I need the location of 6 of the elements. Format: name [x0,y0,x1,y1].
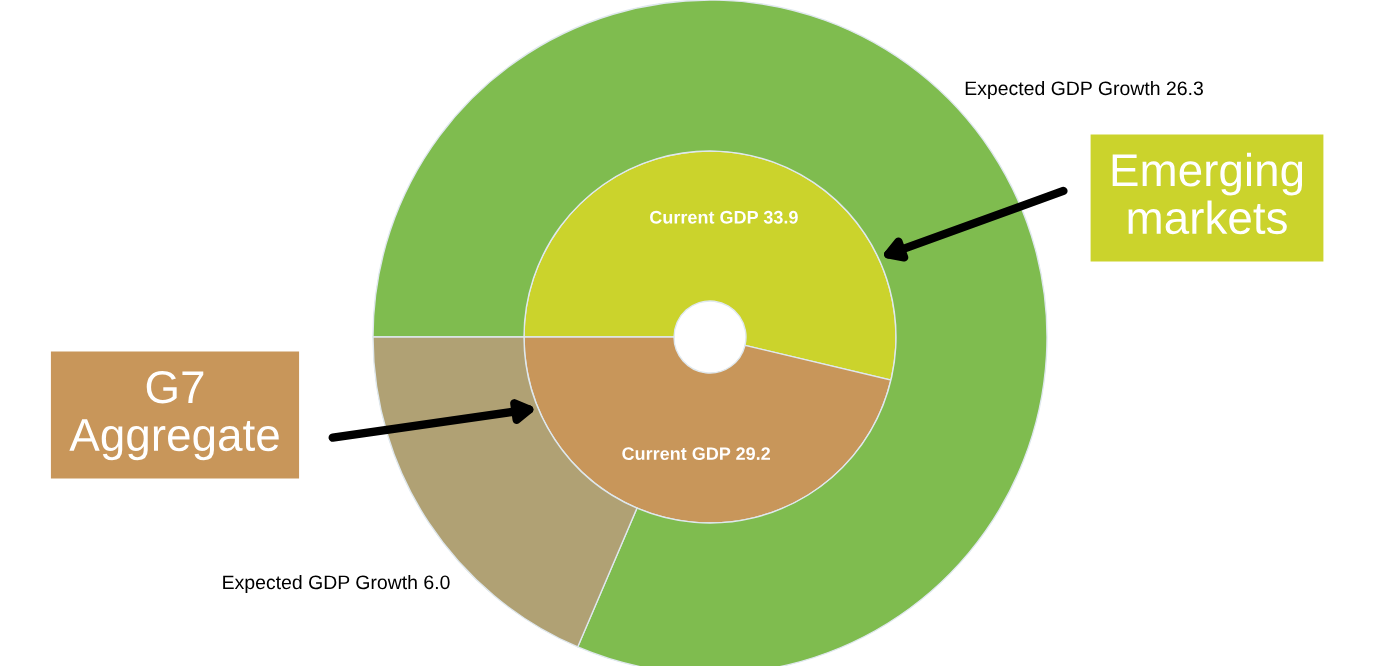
text: Emerging markets [1112,152,1303,235]
data-label: Expected GDP Growth 6.0 [223,574,450,594]
data-label: Current GDP 29.2 [622,447,770,461]
data-label: Current GDP 33.9 [650,210,798,224]
text: G7 Aggregate [69,370,279,461]
data-label: Expected GDP Growth 26.3 [965,80,1203,100]
